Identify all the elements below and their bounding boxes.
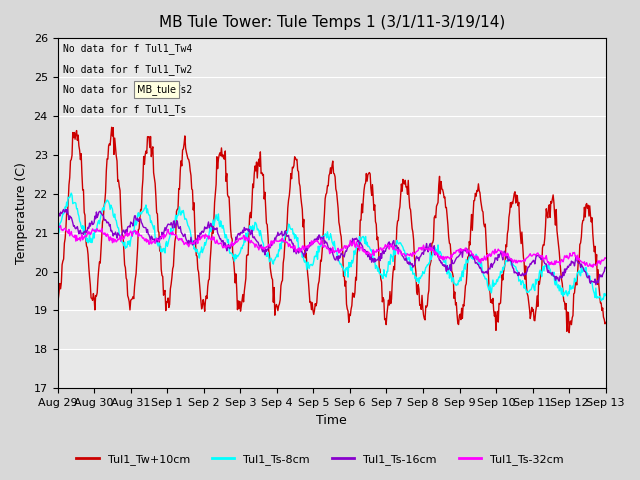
X-axis label: Time: Time xyxy=(316,414,347,427)
Text: MB_tule: MB_tule xyxy=(137,84,176,96)
Text: No data for f Tul1_Tw4: No data for f Tul1_Tw4 xyxy=(63,43,192,54)
Title: MB Tule Tower: Tule Temps 1 (3/1/11-3/19/14): MB Tule Tower: Tule Temps 1 (3/1/11-3/19… xyxy=(159,15,505,30)
Text: No data for f Tul1_Tw2: No data for f Tul1_Tw2 xyxy=(63,64,192,74)
Legend: Tul1_Tw+10cm, Tul1_Ts-8cm, Tul1_Ts-16cm, Tul1_Ts-32cm: Tul1_Tw+10cm, Tul1_Ts-8cm, Tul1_Ts-16cm,… xyxy=(72,450,568,469)
Y-axis label: Temperature (C): Temperature (C) xyxy=(15,162,28,264)
Text: No data for f Tul1_Ts: No data for f Tul1_Ts xyxy=(63,104,186,115)
Text: No data for f Tul1_Ts2: No data for f Tul1_Ts2 xyxy=(63,84,192,95)
